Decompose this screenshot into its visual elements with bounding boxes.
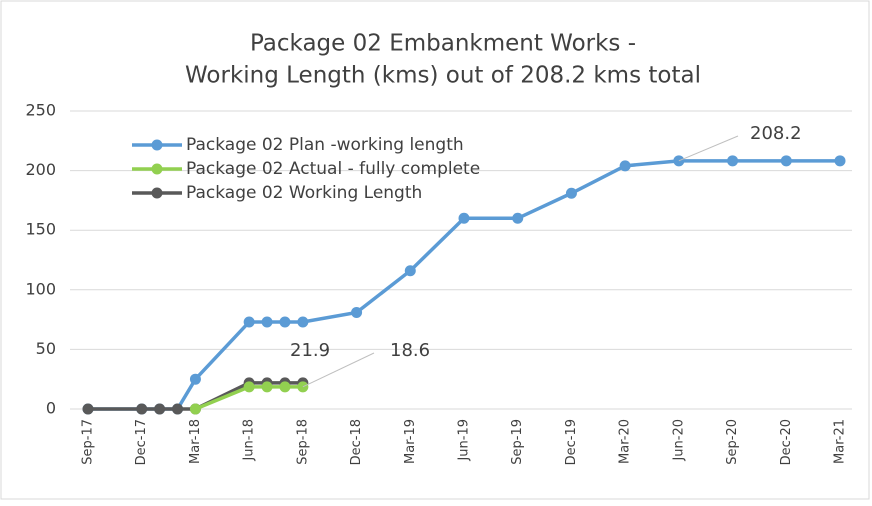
y-tick-label: 200 <box>25 160 56 179</box>
point <box>154 403 166 415</box>
legend-marker <box>151 187 163 199</box>
point <box>780 155 792 167</box>
x-tick-label: Mar-20 <box>618 419 633 464</box>
x-tick-label: Mar-19 <box>403 419 418 464</box>
x-tick-label: Dec-20 <box>779 419 794 465</box>
point <box>565 187 577 199</box>
legend-label: Package 02 Plan -working length <box>186 135 464 155</box>
point <box>834 155 846 167</box>
x-tick-label: Dec-18 <box>349 419 364 465</box>
point <box>351 306 363 318</box>
point <box>189 403 201 415</box>
data-label: 21.9 <box>290 340 330 361</box>
x-tick-label: Sep-18 <box>295 419 310 465</box>
legend-marker <box>151 163 163 175</box>
point <box>512 212 524 224</box>
point <box>279 381 291 393</box>
x-tick-label: Jun-18 <box>242 419 257 462</box>
y-tick-label: 50 <box>36 339 56 358</box>
point <box>404 265 416 277</box>
leader-line <box>302 352 375 388</box>
point <box>243 381 255 393</box>
x-tick-label: Mar-18 <box>188 419 203 464</box>
chart-title: Package 02 Embankment Works - <box>250 31 636 57</box>
data-label: 208.2 <box>750 123 802 144</box>
chart-title: Working Length (kms) out of 208.2 kms to… <box>185 63 701 89</box>
y-tick-label: 100 <box>25 279 56 298</box>
point <box>297 316 309 328</box>
point <box>727 155 739 167</box>
legend-marker <box>151 139 163 151</box>
x-tick-label: Jun-20 <box>671 419 686 462</box>
x-tick-label: Sep-19 <box>510 419 525 465</box>
x-tick-label: Dec-17 <box>134 419 149 465</box>
legend-label: Package 02 Actual - fully complete <box>186 159 480 179</box>
x-tick-label: Mar-21 <box>833 419 848 464</box>
y-tick-label: 250 <box>25 101 56 120</box>
point <box>136 403 148 415</box>
y-tick-label: 0 <box>46 399 56 418</box>
data-label: 18.6 <box>390 340 430 361</box>
point <box>261 316 273 328</box>
point <box>172 403 184 415</box>
x-tick-label: Sep-20 <box>725 419 740 465</box>
x-tick-label: Dec-19 <box>564 419 579 465</box>
leader-line <box>678 135 739 162</box>
point <box>619 160 631 172</box>
point <box>189 373 201 385</box>
x-tick-label: Jun-19 <box>457 419 472 462</box>
point <box>82 403 94 415</box>
y-tick-label: 150 <box>25 220 56 239</box>
x-tick-label: Sep-17 <box>81 419 96 465</box>
point <box>243 316 255 328</box>
legend-label: Package 02 Working Length <box>186 183 422 203</box>
point <box>261 381 273 393</box>
point <box>279 316 291 328</box>
point <box>458 212 470 224</box>
